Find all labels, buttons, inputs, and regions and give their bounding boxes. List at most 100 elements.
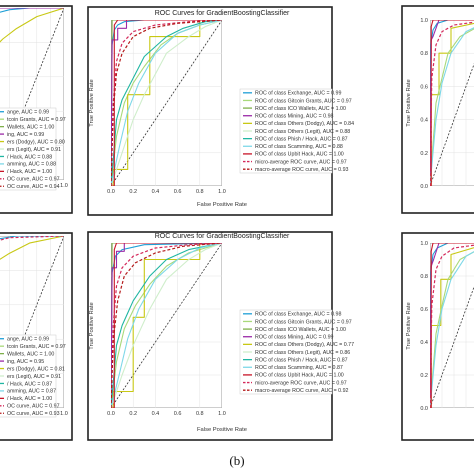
y-tick-label: 0.4 [420,118,428,124]
x-tick-label: 0.6 [174,411,182,417]
y-axis-label: True Positive Rate [89,79,95,126]
legend-entry: OC curve, AUC = 0.97 [7,404,60,410]
legend-entry: / Hack, AUC = 0.87 [7,381,52,387]
roc-curve-phish-hack [111,20,222,186]
chance-diagonal [430,285,474,408]
roc-curve-scamming [111,243,222,408]
legend-entry: / Hack, AUC = 0.88 [7,154,52,160]
legend-entry: amming, AUC = 0.87 [7,389,56,395]
legend-entry: ers (Legit), AUC = 0.91 [7,147,61,153]
y-tick-label: 1.0 [420,241,428,247]
legend-box [239,309,333,395]
legend-entry: ROC of class Mining, AUC = 0.98 [255,114,334,120]
legend-entry: / Hack, AUC = 1.00 [7,169,52,175]
legend-entry: micro-average ROC curve, AUC = 0.97 [255,380,347,386]
y-tick-label: 0.2 [420,151,428,157]
y-tick-label: 0.8 [420,274,428,280]
legend-entry: ROC of class Phish / Hack, AUC = 0.87 [255,136,348,142]
legend-entry: ROC of class Exchange, AUC = 0.98 [255,312,341,318]
figure-caption: (b) [229,453,244,468]
roc-curve-others-legit- [111,243,222,408]
legend-entry: ROC of class Others (Dodgy), AUC = 0.77 [255,342,354,348]
roc-panel-2: 0.0 0.2 0.4 0.6 0.8 1.0 ROC Curves for Gradien… [87,6,354,216]
roc-curve-scamming [430,251,474,408]
legend-entry: tcoin Grants, AUC = 0.97 [7,117,66,123]
x-tick-label: 0.8 [196,411,204,417]
x-axis-label: False Positive Rate [197,202,247,208]
x-tick-label: 0.2 [129,189,137,195]
roc-curve-exchange [0,236,64,240]
plot-area [430,20,474,186]
legend-entry: ROC of class Phish / Hack, AUC = 0.87 [255,357,348,363]
y-tick-label: 0.6 [420,84,428,90]
legend-entry: ROC of class ICO Wallets, AUC = 1.00 [255,327,346,333]
legend-box [0,107,57,191]
plot-area [430,243,474,408]
legend-box [0,334,57,418]
roc-curve-micro-average [111,20,222,186]
legend-entry: macro-average ROC curve, AUC = 0.93 [255,167,349,173]
legend-entry: ROC of class Others (Legit), AUC = 0.88 [255,129,350,135]
roc-panel-6: 0.0 0.2 0.4 0.6 0.8 1.0 True Positive Rate [401,232,474,441]
x-tick-label: 1.0 [60,411,68,417]
legend-entry: / Hack, AUC = 1.00 [7,396,52,402]
legend-entry: ROC of class Scamming, AUC = 0.87 [255,365,343,371]
y-tick-label: 0.0 [420,406,428,412]
legend: ROC of class Exchange, AUC = 0.99 ROC of … [239,88,354,174]
legend-entry: ing, AUC = 0.95 [7,359,44,365]
x-tick-label: 0.8 [196,189,204,195]
legend-entry: ROC of class Others (Legit), AUC = 0.86 [255,350,350,356]
legend-entry: ROC of class Mining, AUC = 0.99 [255,335,334,341]
legend-entry: ROC of class ICO Wallets, AUC = 1.00 [255,106,346,112]
legend-entry: ange, AUC = 0.99 [7,337,49,343]
roc-curve-micro-average [430,21,474,186]
y-axis-label: True Positive Rate [406,79,412,126]
legend-entry: ROC of class Scamming, AUC = 0.88 [255,144,343,150]
roc-curve-macro-average [111,20,222,186]
legend-entry: Wallets, AUC = 1.00 [7,124,54,130]
plot-area [111,243,222,408]
roc-curve-others-dodgy- [0,8,64,43]
roc-curve-scamming [111,20,222,186]
roc-curve-micro-average [0,236,64,241]
roc-curve-others-dodgy- [0,236,64,260]
x-tick-label: 0.0 [107,411,115,417]
legend-entry: ROC of class Gitcoin Grants, AUC = 0.97 [255,319,352,325]
legend-entry: ROC of class Exchange, AUC = 0.99 [255,91,341,97]
roc-panel-3: 0.0 0.2 0.4 0.6 0.8 1.0 True Positive Rate [401,5,474,214]
legend-entry: ange, AUC = 0.99 [7,110,49,116]
plot-area [111,20,222,186]
y-tick-label: 0.6 [420,307,428,313]
x-tick-label: 0.4 [152,411,160,417]
y-tick-label: 0.4 [420,340,428,346]
x-tick-label: 1.0 [60,183,68,189]
legend-entry: ROC of class Upbit Hack, AUC = 1.00 [255,373,344,379]
x-tick-label: 0.2 [129,411,137,417]
roc-curve-others-legit- [111,20,222,186]
x-tick-label: 0.4 [152,189,160,195]
chart-title: ROC Curves for GradientBoostingClassifie… [155,10,290,17]
legend-entry: tcoin Grants, AUC = 0.97 [7,344,66,350]
legend-entry: ROC of class Others (Dodgy), AUC = 0.84 [255,121,354,127]
chance-diagonal [111,20,222,186]
roc-curve-macro-average [111,243,222,408]
legend-entry: ing, AUC = 0.99 [7,132,44,138]
legend-entry: ers (Dodgy), AUC = 0.81 [7,366,65,372]
roc-curve-mining [111,20,222,186]
legend-box [239,88,333,174]
legend-entry: OC curve, AUC = 0.93 [7,411,60,417]
x-tick-label: 1.0 [218,411,226,417]
legend-entry: OC curve, AUC = 0.97 [7,177,60,183]
y-axis-label: True Positive Rate [89,302,95,349]
x-tick-label: 0.0 [107,189,115,195]
roc-panel-5: 0.0 0.2 0.4 0.6 0.8 1.0 ROC Curves for Gradien… [87,231,354,441]
y-tick-label: 0.2 [420,373,428,379]
chance-diagonal [430,63,474,186]
legend-entry: OC curve, AUC = 0.94 [7,184,60,190]
y-tick-label: 0.0 [420,184,428,190]
